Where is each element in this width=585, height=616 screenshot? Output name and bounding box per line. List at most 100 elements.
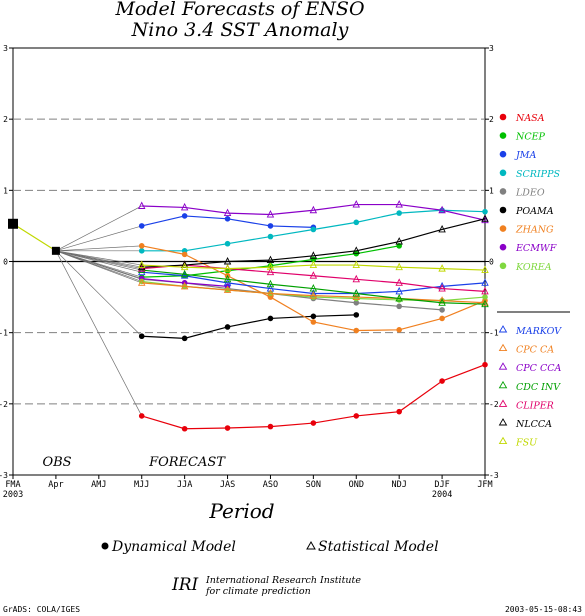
data-point <box>137 262 146 271</box>
data-point <box>223 278 232 286</box>
x-tick-label: ASO <box>263 480 278 490</box>
data-point <box>396 408 402 415</box>
x-tick-label: JFM <box>477 480 492 490</box>
x-tick-label: Apr <box>48 480 63 490</box>
data-point <box>481 298 489 306</box>
legend-label: POAMA <box>515 206 554 217</box>
y-tick-label-right: -2 <box>489 400 499 409</box>
data-point <box>267 423 274 430</box>
series-line <box>141 264 486 271</box>
x-tick-label: FMA <box>5 480 20 490</box>
data-point <box>481 299 489 308</box>
data-point <box>396 210 402 216</box>
data-point <box>223 256 232 265</box>
series-line <box>141 282 486 304</box>
data-point <box>266 279 275 288</box>
x-tick-label: OND <box>349 480 364 490</box>
data-point <box>310 319 317 325</box>
data-point <box>137 278 146 286</box>
data-point <box>352 292 361 301</box>
x-tick-label: JAS <box>220 480 235 490</box>
legend-marker <box>499 132 507 139</box>
x-year-label: 2004 <box>432 490 452 500</box>
model-type-legend: Dynamical Model Statistical Model <box>101 539 439 555</box>
series-line <box>141 314 357 339</box>
chart-subtitle: Nino 3.4 SST Anomaly <box>131 19 349 41</box>
data-point <box>396 327 402 333</box>
data-point <box>481 265 489 273</box>
data-point <box>137 264 146 272</box>
obs-label: OBS <box>42 455 71 470</box>
data-point <box>309 260 318 269</box>
data-point <box>353 327 360 334</box>
legend-marker <box>498 362 508 370</box>
data-point <box>438 224 446 233</box>
y-tick-label-left: 0 <box>3 258 8 267</box>
legend-label: JMA <box>514 150 537 161</box>
x-tick-label: SON <box>306 480 321 490</box>
y-tick-label-left: -3 <box>0 471 8 480</box>
legend-marker <box>499 243 507 251</box>
legend-label: SCRIPPS <box>516 169 560 180</box>
data-point <box>266 262 275 271</box>
x-tick-label: DJF <box>434 480 449 490</box>
series-connector <box>55 250 142 279</box>
y-tick-label-right: 0 <box>489 258 494 267</box>
series-connector <box>55 245 142 252</box>
data-point <box>223 208 232 217</box>
legend-marker <box>498 399 508 407</box>
data-point <box>439 378 445 384</box>
render-timestamp: 2003-05-15-08:43 <box>505 605 582 614</box>
y-tick-label-left: -1 <box>0 329 8 338</box>
x-axis-title: Period <box>208 499 274 523</box>
y-tick-label-left: 3 <box>3 44 8 53</box>
data-point <box>396 303 402 310</box>
iri-logo-text: IRI <box>171 575 199 595</box>
series-line <box>141 271 486 295</box>
data-point <box>352 200 361 208</box>
observed-point <box>8 218 18 229</box>
data-point <box>223 285 232 293</box>
series-line <box>141 203 486 221</box>
data-point <box>352 260 361 269</box>
series-connector <box>55 250 142 266</box>
series-line <box>141 264 486 292</box>
data-point <box>223 274 232 283</box>
legend-marker <box>499 262 507 270</box>
data-point <box>439 315 445 322</box>
data-point <box>267 315 274 322</box>
y-tick-label-right: -1 <box>489 329 499 338</box>
data-point <box>180 262 189 271</box>
data-point <box>395 294 403 302</box>
data-point <box>309 291 318 299</box>
data-point <box>353 299 360 306</box>
data-point <box>309 205 318 214</box>
legend-marker <box>499 225 507 232</box>
x-tick-label: AMJ <box>91 480 106 490</box>
legend-marker <box>498 436 508 445</box>
data-point <box>180 269 189 278</box>
legend-label: NASA <box>515 113 545 124</box>
legend-label: ZHANG <box>515 225 554 236</box>
legend-label: CDC INV <box>516 382 561 393</box>
data-point <box>137 260 146 269</box>
y-axis-left: 3 2 1 0 -1 -2 -3 <box>0 44 13 480</box>
data-point <box>266 255 275 264</box>
statistical-marker-icon <box>306 540 316 550</box>
series-connector <box>55 250 142 268</box>
forecast-label: FORECAST <box>148 455 226 470</box>
data-point <box>138 413 145 419</box>
data-point <box>137 201 146 209</box>
data-point <box>309 251 318 259</box>
data-point <box>352 246 361 254</box>
legend-label: MARKOV <box>515 326 562 337</box>
observed-point <box>51 246 60 255</box>
y-tick-label-left: 2 <box>3 115 8 124</box>
data-point <box>439 307 445 313</box>
data-point <box>482 294 488 300</box>
observed-line <box>12 223 57 252</box>
data-point <box>224 240 231 247</box>
legend-marker <box>498 343 508 352</box>
data-point <box>138 248 145 254</box>
